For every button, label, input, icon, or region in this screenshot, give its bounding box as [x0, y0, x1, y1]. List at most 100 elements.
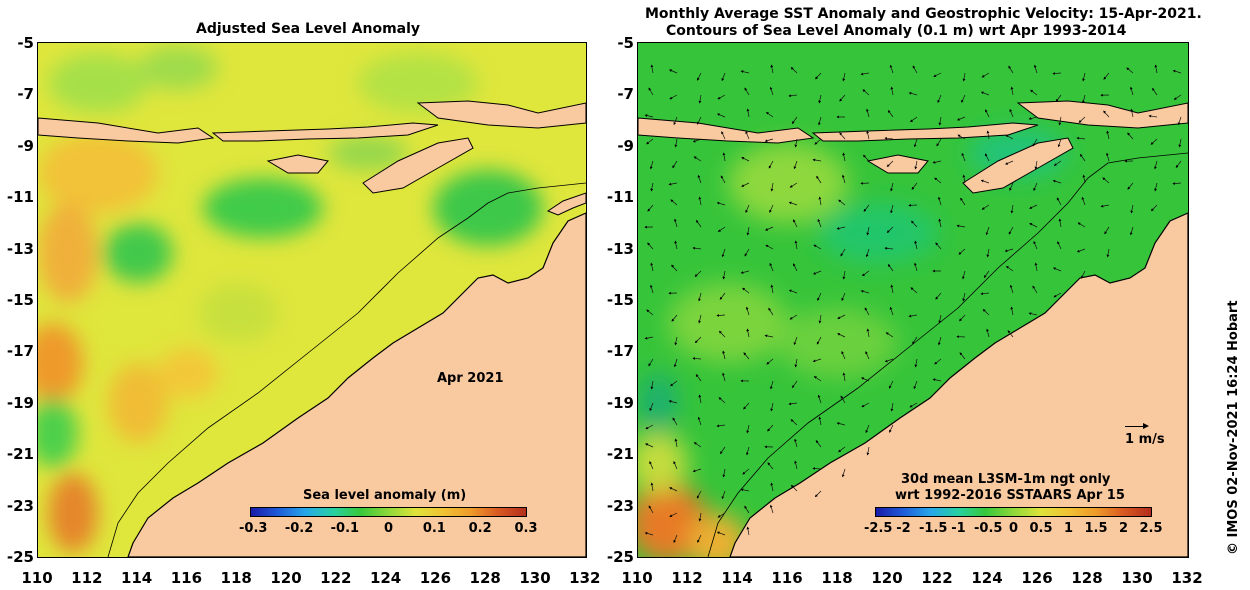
velocity-arrow [818, 94, 822, 104]
lesser-sunda-land-right [811, 122, 1039, 142]
velocity-arrow [720, 175, 726, 184]
velocity-arrow [959, 352, 966, 360]
sst-note-line2: wrt 1992-2016 SSTAARS Apr 15 [895, 488, 1125, 503]
velocity-arrow [789, 314, 798, 320]
velocity-arrow [1009, 284, 1014, 294]
velocity-arrow [1033, 64, 1038, 74]
velocity-arrow [932, 160, 942, 164]
velocity-arrow [770, 380, 774, 390]
velocity-arrow [938, 116, 942, 126]
velocity-arrow [1175, 160, 1182, 168]
velocity-arrow [985, 153, 990, 162]
left-map [37, 42, 587, 558]
velocity-arrow [1103, 110, 1110, 118]
velocity-arrow [692, 468, 702, 473]
velocity-arrow [1102, 177, 1110, 184]
velocity-arrow [956, 224, 966, 228]
velocity-arrow [838, 199, 846, 206]
velocity-arrow [980, 179, 990, 184]
velocity-arrow [746, 108, 750, 118]
velocity-arrow [861, 377, 870, 382]
velocity-arrow [814, 490, 822, 498]
velocity-arrow [673, 116, 678, 126]
velocity-arrow [648, 87, 654, 96]
y-tick-label: -21 [606, 445, 634, 464]
velocity-arrow [959, 314, 966, 322]
velocity-arrow [1055, 94, 1062, 102]
velocity-arrow [981, 72, 990, 78]
velocity-arrow [768, 307, 774, 316]
velocity-arrow [890, 402, 894, 412]
y-tick-label: -17 [6, 342, 34, 361]
velocity-arrow [794, 358, 798, 368]
colorbar-tick-label: -2.5 [864, 521, 893, 536]
north-islands-land-right [1016, 100, 1188, 129]
velocity-arrow [740, 488, 750, 492]
velocity-arrow [693, 156, 702, 162]
velocity-arrow [793, 336, 798, 346]
velocity-arrow [674, 438, 678, 448]
velocity-arrow [841, 292, 846, 302]
velocity-arrow [744, 87, 750, 96]
velocity-arrow [935, 242, 942, 250]
velocity-arrow [765, 226, 774, 231]
velocity-arrow [1058, 218, 1062, 228]
velocity-arrow [889, 64, 894, 74]
velocity-arrow [672, 417, 678, 426]
velocity-arrow [1058, 116, 1062, 126]
velocity-arrow [957, 134, 966, 140]
velocity-arrow [887, 263, 894, 272]
velocity-arrow [1028, 312, 1038, 316]
velocity-arrow [790, 484, 798, 492]
velocity-arrow [673, 358, 678, 368]
velocity-arrow [814, 138, 822, 145]
velocity-arrow [1057, 241, 1062, 250]
velocity-arrow [1150, 204, 1158, 212]
velocity-scale-label: 1 m/s [1125, 432, 1165, 447]
velocity-arrow [839, 94, 846, 102]
velocity-arrow [746, 446, 750, 456]
velocity-arrow [1077, 222, 1086, 228]
velocity-arrow [697, 416, 702, 426]
velocity-arrow [980, 91, 990, 96]
velocity-arrow [817, 292, 822, 301]
velocity-arrow [1052, 72, 1062, 75]
velocity-arrow [839, 132, 846, 140]
velocity-arrow [908, 314, 918, 318]
y-tick-label: -15 [6, 291, 34, 309]
velocity-arrow [1130, 204, 1134, 214]
velocity-arrow [649, 402, 654, 412]
velocity-arrow [770, 64, 774, 74]
java-land [38, 117, 215, 144]
velocity-arrow [1007, 330, 1014, 338]
x-tick-label: 124 [971, 569, 1003, 587]
velocity-arrow [890, 182, 894, 192]
x-tick-label: 120 [871, 569, 903, 587]
velocity-arrow [1032, 285, 1038, 294]
lesser-sunda-land [211, 122, 439, 142]
velocity-arrow [815, 72, 822, 80]
velocity-arrow [788, 289, 798, 294]
velocity-arrow [1104, 226, 1110, 235]
velocity-arrow [647, 242, 654, 250]
velocity-arrow [1081, 196, 1086, 206]
colorbar-tick-label: 0.1 [422, 521, 446, 536]
velocity-arrow [671, 264, 678, 272]
velocity-arrow [791, 116, 798, 125]
velocity-arrow [790, 66, 798, 74]
velocity-arrow [934, 358, 942, 365]
java-land-right [638, 117, 815, 144]
velocity-arrow [793, 160, 798, 170]
velocity-arrow [884, 136, 894, 140]
colorbar-tick-label: 0.3 [514, 521, 538, 536]
velocity-arrow [937, 196, 942, 206]
velocity-arrow [836, 422, 846, 426]
velocity-arrow [766, 358, 774, 365]
velocity-arrow [644, 532, 654, 536]
velocity-arrow [644, 114, 654, 118]
velocity-arrow [767, 462, 774, 470]
velocity-arrow [1126, 67, 1134, 74]
velocity-arrow [769, 262, 774, 272]
velocity-arrow [1178, 138, 1182, 148]
velocity-arrow [698, 394, 702, 404]
